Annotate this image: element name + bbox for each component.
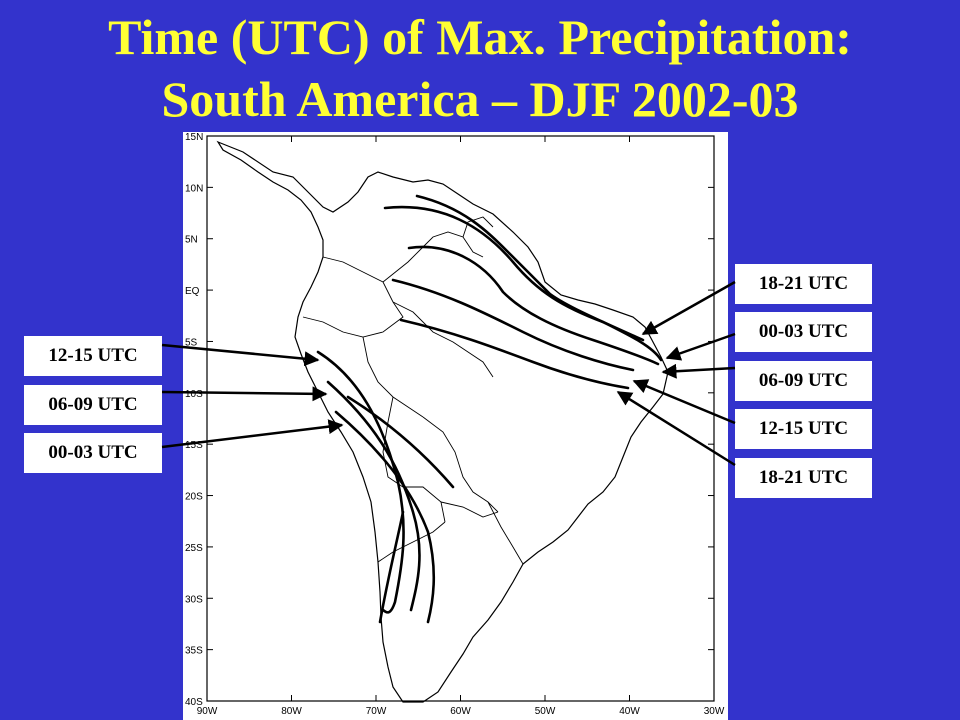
lat-label: 5S: [185, 337, 198, 348]
lat-label: 15N: [185, 132, 203, 143]
label-left-00-03: 00-03 UTC: [24, 433, 162, 473]
label-right-06-09: 06-09 UTC: [735, 361, 872, 401]
lat-label: 30S: [185, 594, 203, 605]
lon-labels: 90W 80W 70W 60W 50W 40W 30W: [197, 706, 725, 717]
label-right-18-21b: 18-21 UTC: [735, 458, 872, 498]
lon-label: 40W: [619, 706, 640, 717]
label-left-12-15: 12-15 UTC: [24, 336, 162, 376]
lon-label: 80W: [281, 706, 302, 717]
lon-label: 30W: [704, 706, 725, 717]
curve-north-00-03: [383, 205, 663, 362]
map-background: [183, 132, 728, 720]
lon-label: 50W: [535, 706, 556, 717]
lat-label: 10N: [185, 183, 203, 194]
lon-label: 90W: [197, 706, 218, 717]
label-left-06-09: 06-09 UTC: [24, 385, 162, 425]
slide-title: Time (UTC) of Max. Precipitation: South …: [0, 6, 960, 130]
curve-north-18-21b: [399, 318, 630, 390]
curve-south-arc-2: [378, 510, 405, 624]
lat-label: 25S: [185, 543, 203, 554]
max-precip-timing-curves: [316, 194, 663, 624]
country-borders: [302, 216, 524, 565]
label-right-12-15: 12-15 UTC: [735, 409, 872, 449]
lat-label: 40S: [185, 697, 203, 708]
label-right-18-21: 18-21 UTC: [735, 264, 872, 304]
lat-label: 20S: [185, 492, 203, 503]
lat-label: EQ: [185, 286, 200, 297]
lon-label: 70W: [366, 706, 387, 717]
curve-north-12-15: [391, 278, 635, 372]
lat-label: 15S: [185, 440, 203, 451]
curve-south-00-03: [334, 410, 436, 624]
lat-label: 5N: [185, 235, 198, 246]
lat-label: 35S: [185, 646, 203, 657]
map-panel: 15N 10N 5N EQ 5S 10S 15S 20S 25S 30S 35S 40S 90W 80W…: [183, 132, 728, 720]
title-line-2: South America – DJF 2002-03: [161, 71, 799, 127]
curve-south-06-09: [326, 380, 421, 612]
curve-south-arc-1: [346, 395, 455, 489]
lon-label: 60W: [450, 706, 471, 717]
curve-north-06-09: [407, 245, 660, 366]
south-america-coastline: [216, 140, 669, 703]
curve-south-12-15: [316, 350, 405, 614]
title-line-1: Time (UTC) of Max. Precipitation:: [108, 9, 852, 65]
label-right-00-03: 00-03 UTC: [735, 312, 872, 352]
lat-label: 10S: [185, 389, 203, 400]
